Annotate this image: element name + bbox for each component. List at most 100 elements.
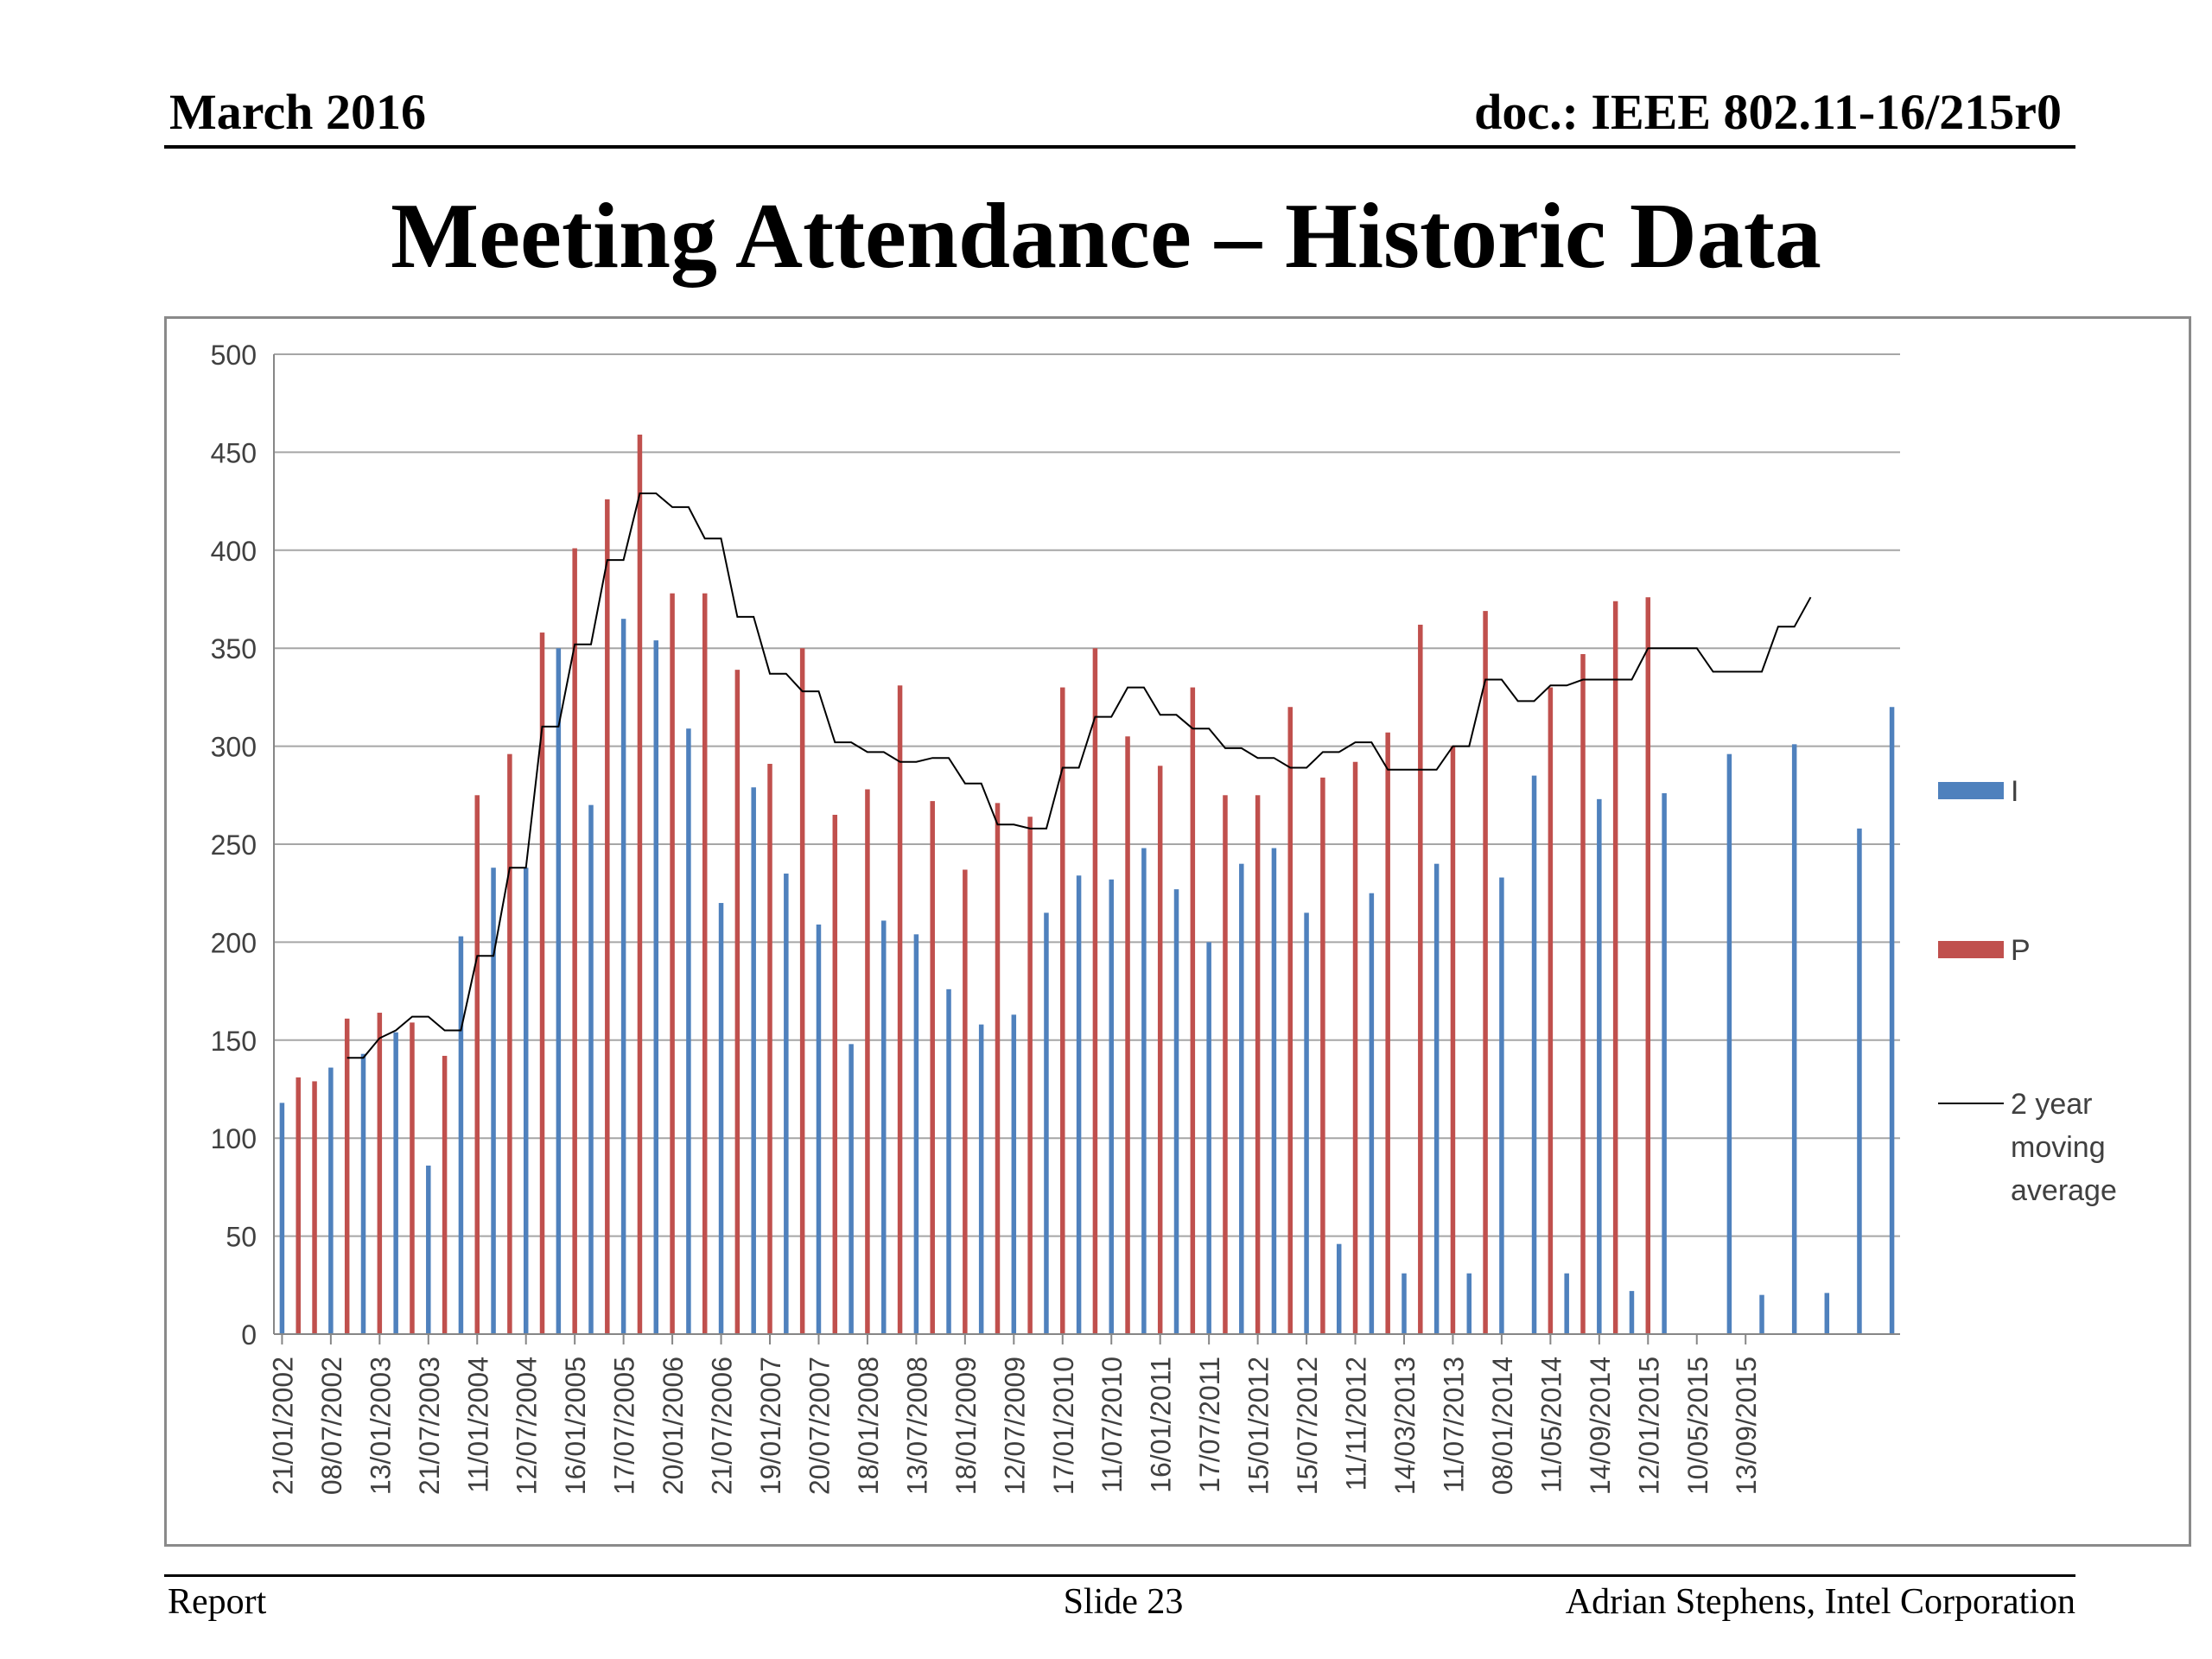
bar-i bbox=[620, 619, 626, 1334]
x-tick-label: 08/07/2002 bbox=[316, 1357, 347, 1495]
bar-p bbox=[572, 548, 577, 1334]
x-tick-label: 10/05/2015 bbox=[1682, 1357, 1713, 1495]
bar-p bbox=[1483, 611, 1488, 1334]
x-tick-label: 21/07/2003 bbox=[414, 1357, 445, 1495]
footer-slide-number: Slide 23 bbox=[1063, 1582, 1184, 1622]
x-tick-label: 20/07/2007 bbox=[804, 1357, 835, 1495]
bar-i bbox=[1173, 889, 1179, 1334]
bar-i bbox=[686, 728, 691, 1334]
bar-i bbox=[1564, 1273, 1569, 1334]
bar-i bbox=[360, 1053, 366, 1334]
x-tick-label: 13/07/2008 bbox=[901, 1357, 932, 1495]
bar-p bbox=[1580, 654, 1586, 1334]
bar-i bbox=[556, 648, 562, 1334]
bar-p bbox=[1223, 795, 1228, 1334]
footer-left: Report bbox=[168, 1582, 267, 1622]
bar-i bbox=[1531, 775, 1537, 1334]
bar-i bbox=[978, 1024, 984, 1334]
bar-i bbox=[1239, 863, 1244, 1334]
bar-p bbox=[670, 593, 675, 1334]
bar-i bbox=[1824, 1293, 1830, 1334]
bar-i bbox=[279, 1103, 285, 1334]
bar-i bbox=[1726, 753, 1732, 1334]
footer-divider bbox=[164, 1574, 2075, 1577]
bar-p bbox=[1418, 624, 1423, 1334]
bar-p bbox=[799, 648, 805, 1334]
bar-p bbox=[1320, 777, 1325, 1334]
bar-p bbox=[1027, 817, 1033, 1334]
bar-i bbox=[1759, 1294, 1764, 1334]
x-tick-label: 15/01/2012 bbox=[1243, 1357, 1274, 1495]
legend-swatch-p bbox=[1938, 941, 2004, 958]
x-tick-label: 16/01/2005 bbox=[560, 1357, 591, 1495]
y-tick-label: 250 bbox=[211, 830, 257, 861]
x-tick-label: 11/07/2010 bbox=[1096, 1357, 1128, 1493]
x-tick-label: 21/07/2006 bbox=[707, 1357, 738, 1495]
bar-p bbox=[734, 670, 741, 1334]
bar-i bbox=[1336, 1243, 1342, 1334]
x-tick-label: 12/07/2004 bbox=[512, 1357, 543, 1495]
bar-i bbox=[718, 903, 724, 1334]
bar-p bbox=[930, 801, 935, 1334]
bar-i bbox=[1369, 893, 1375, 1334]
x-tick-label: 13/09/2015 bbox=[1731, 1357, 1762, 1495]
bar-i bbox=[458, 936, 464, 1334]
x-tick-label: 13/01/2003 bbox=[365, 1357, 396, 1495]
bar-i bbox=[426, 1165, 431, 1334]
bar-i bbox=[913, 934, 919, 1334]
bars bbox=[279, 434, 1895, 1334]
x-tick-label: 14/09/2014 bbox=[1585, 1357, 1616, 1495]
x-tick-label: 11/01/2004 bbox=[462, 1357, 493, 1493]
bar-i bbox=[816, 924, 822, 1334]
y-tick-label: 150 bbox=[211, 1026, 257, 1057]
bar-p bbox=[832, 814, 838, 1334]
bar-p bbox=[865, 789, 870, 1334]
bar-i bbox=[393, 1032, 398, 1334]
y-tick-label: 350 bbox=[211, 633, 257, 664]
bar-i bbox=[1271, 848, 1277, 1334]
bar-p bbox=[1125, 736, 1130, 1334]
bar-i bbox=[1109, 879, 1114, 1334]
y-tick-label: 0 bbox=[241, 1319, 257, 1351]
legend-label-p: P bbox=[2011, 934, 2031, 967]
bar-i bbox=[523, 868, 529, 1334]
bar-p bbox=[1060, 687, 1065, 1334]
x-tick-label: 17/07/2005 bbox=[609, 1357, 640, 1495]
moving-average-path bbox=[346, 493, 1812, 1059]
bar-p bbox=[474, 795, 480, 1334]
y-tick-label: 50 bbox=[226, 1222, 257, 1253]
bar-p bbox=[1450, 746, 1456, 1334]
bar-p bbox=[1190, 687, 1196, 1334]
bar-i bbox=[588, 804, 594, 1334]
x-tick-label: 18/01/2008 bbox=[853, 1357, 884, 1495]
bar-i bbox=[1206, 942, 1211, 1334]
bar-i bbox=[1141, 848, 1147, 1334]
x-tick-label: 11/11/2012 bbox=[1341, 1357, 1372, 1491]
bar-i bbox=[1889, 707, 1895, 1334]
x-tick-label: 17/07/2011 bbox=[1194, 1357, 1225, 1493]
bar-i bbox=[1597, 798, 1602, 1334]
chart-frame: 0 50 100 150 200 250 300 350 400 450 500 21/01/2002… bbox=[164, 316, 2191, 1547]
bar-p bbox=[377, 1013, 383, 1334]
bar-p bbox=[410, 1022, 415, 1334]
y-tick-label: 100 bbox=[211, 1123, 257, 1154]
bar-i bbox=[1499, 877, 1504, 1334]
bar-i bbox=[849, 1044, 854, 1334]
x-tick-label: 08/01/2014 bbox=[1487, 1357, 1518, 1495]
bar-p bbox=[897, 685, 903, 1334]
x-tick-label: 21/01/2002 bbox=[267, 1357, 298, 1495]
x-tick-label: 15/07/2012 bbox=[1292, 1357, 1323, 1495]
bar-p bbox=[605, 499, 610, 1334]
moving-average-line bbox=[346, 493, 1812, 1059]
bar-p bbox=[296, 1077, 301, 1334]
axes: 0 50 100 150 200 250 300 350 400 450 500 21/01/2002… bbox=[211, 340, 1900, 1495]
x-tick-label: 17/01/2010 bbox=[1048, 1357, 1079, 1495]
x-tick-label: 16/01/2011 bbox=[1146, 1357, 1177, 1493]
grid-lines bbox=[274, 353, 1900, 1237]
bar-p bbox=[344, 1018, 350, 1334]
x-tick-label: 11/05/2014 bbox=[1535, 1357, 1567, 1493]
attendance-chart: 0 50 100 150 200 250 300 350 400 450 500 21/01/2002… bbox=[211, 340, 2117, 1495]
x-tick-label: 18/01/2009 bbox=[950, 1357, 982, 1495]
bar-p bbox=[539, 632, 545, 1334]
bar-i bbox=[1791, 744, 1797, 1334]
